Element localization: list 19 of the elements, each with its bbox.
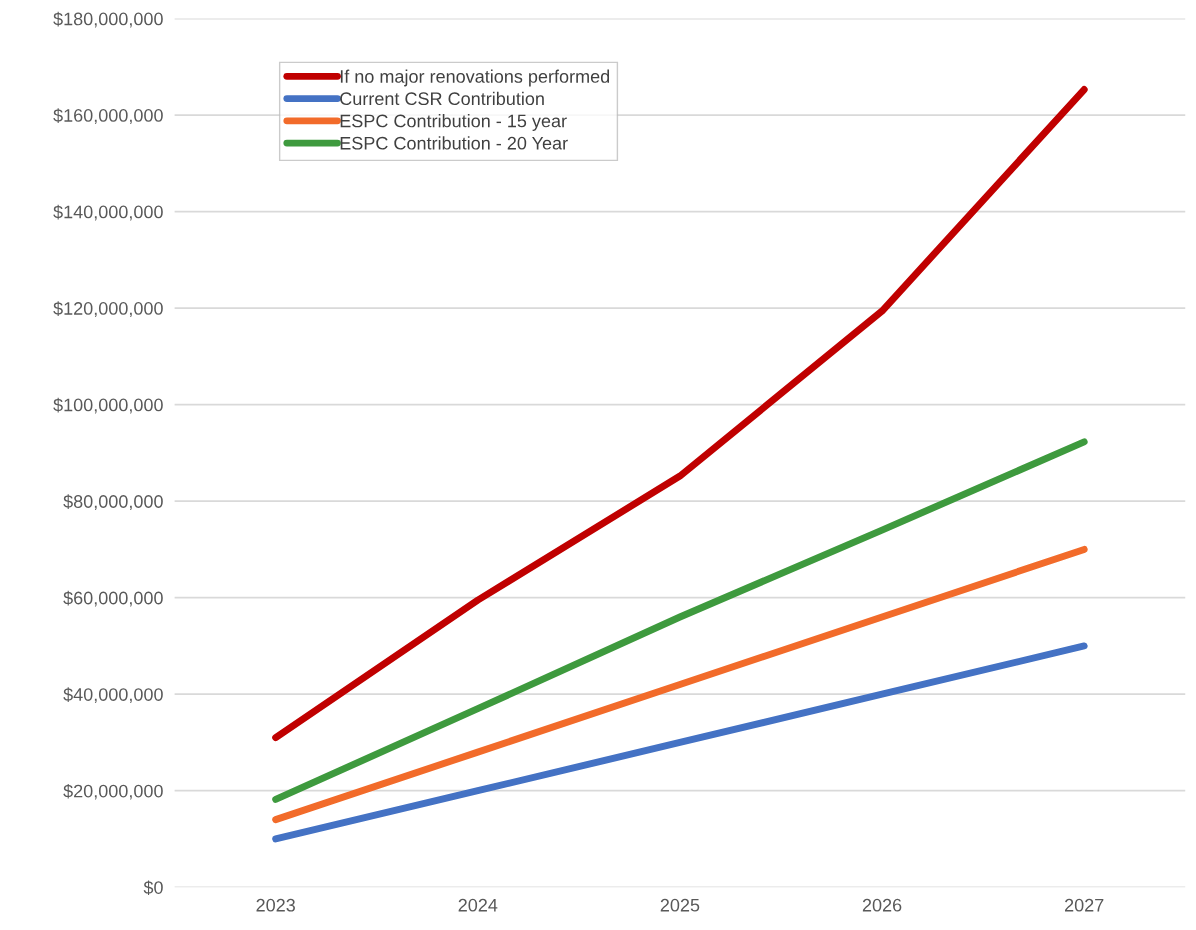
legend-label: ESPC Contribution - 20 Year <box>340 136 568 150</box>
legend-label: Current CSR Contribution <box>340 91 544 106</box>
legend-label: ESPC Contribution - 15 year <box>340 114 567 131</box>
y-tick-label: $160,000,000 <box>53 108 163 124</box>
y-tick-label: $180,000,000 <box>53 11 163 28</box>
y-tick-label: $120,000,000 <box>53 301 163 317</box>
x-tick-label: 2027 <box>1065 898 1104 912</box>
x-tick-label: 2024 <box>458 898 498 912</box>
x-tick-label: 2026 <box>862 898 902 912</box>
y-tick-label: $60,000,000 <box>63 590 163 607</box>
y-tick-label: $80,000,000 <box>63 494 163 511</box>
x-tick-label: 2023 <box>256 898 295 912</box>
y-tick-label: $140,000,000 <box>53 204 163 221</box>
legend-label: If no major renovations performed <box>340 69 610 87</box>
x-tick-label: 2025 <box>660 898 700 912</box>
y-tick-label: $0 <box>143 880 163 896</box>
y-tick-label: $100,000,000 <box>53 397 163 414</box>
y-tick-label: $20,000,000 <box>63 783 163 800</box>
y-tick-label: $40,000,000 <box>63 687 163 704</box>
